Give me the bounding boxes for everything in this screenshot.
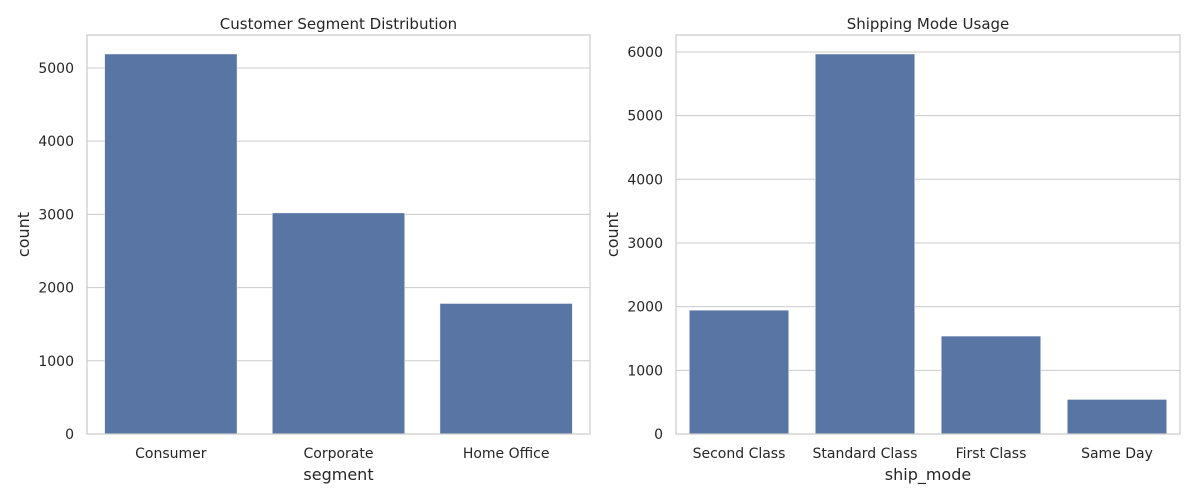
y-tick-label: 0 [654, 427, 663, 443]
y-tick-label: 4000 [627, 172, 663, 188]
x-tick-label: First Class [956, 446, 1027, 462]
chart-title: Shipping Mode Usage [847, 15, 1010, 33]
x-tick-label: Consumer [135, 446, 207, 462]
y-tick-label: 3000 [38, 207, 74, 223]
y-tick-label: 1000 [627, 363, 663, 379]
plot-frame [675, 34, 1181, 435]
bar [814, 53, 916, 435]
bar [272, 212, 405, 435]
y-tick-label: 2000 [627, 300, 663, 316]
y-axis-label: count [603, 212, 622, 257]
bar [1066, 399, 1168, 435]
bar [688, 309, 790, 435]
bar [104, 53, 238, 435]
y-tick-label: 1000 [38, 354, 74, 370]
y-tick-label: 2000 [38, 281, 74, 297]
x-tick-label: Second Class [693, 446, 786, 462]
bar [439, 303, 573, 435]
x-axis-label: segment [303, 465, 373, 484]
ship-mode-chart-panel: Shipping Mode Usage ship_mode count 0 100… [603, 15, 1181, 485]
x-tick-label: Same Day [1081, 446, 1153, 462]
y-tick-label: 5000 [627, 109, 663, 125]
chart-title: Customer Segment Distribution [220, 15, 457, 33]
y-tick-label: 0 [65, 427, 74, 443]
segment-chart-panel: Customer Segment Distribution segment co… [14, 15, 591, 484]
x-tick-label: Corporate [304, 446, 374, 462]
y-tick-label: 5000 [38, 61, 74, 77]
x-tick-label: Standard Class [813, 446, 918, 462]
bar [940, 335, 1042, 435]
x-axis-label: ship_mode [885, 465, 971, 485]
y-tick-label: 3000 [627, 236, 663, 252]
x-tick-label: Home Office [463, 446, 550, 462]
y-axis-label: count [14, 212, 33, 257]
y-tick-label: 6000 [627, 45, 663, 61]
y-tick-label: 4000 [38, 134, 74, 150]
plot-frame [86, 34, 591, 435]
